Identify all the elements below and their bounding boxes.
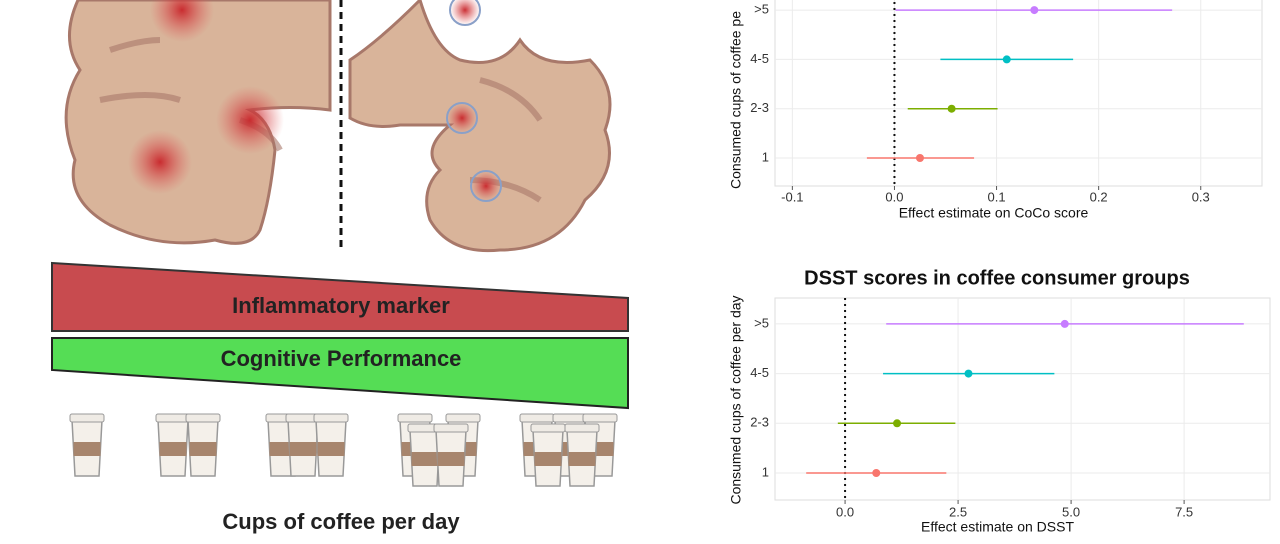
y-tick-label: >5: [754, 2, 769, 17]
cup-sleeve: [189, 442, 217, 456]
cup-lid: [519, 413, 555, 423]
cup-lid: [433, 423, 469, 433]
estimate-point: [872, 469, 881, 477]
cup-lid: [530, 423, 566, 433]
plot-panel: [774, 297, 1271, 501]
cup-sleeve: [289, 442, 317, 456]
estimate-point: [1002, 55, 1011, 64]
cup-lid: [552, 413, 588, 423]
y-tick-label: 1: [762, 149, 769, 164]
x-tick-label: 7.5: [1175, 504, 1193, 519]
estimate-point: [893, 419, 902, 428]
estimate-point: [947, 104, 956, 113]
coffee-cups: [69, 413, 618, 487]
estimate-point: [915, 154, 924, 162]
cognition-wedge: [51, 337, 629, 410]
cup-sleeve: [73, 442, 101, 456]
chart: 0.0 2.5 5.0 7.5 1 2-3 4-5 >5 Effect estimate on …: [728, 267, 1271, 535]
x-tick-label: 0.0: [885, 189, 903, 204]
estimate-point: [964, 369, 973, 378]
chart-title: DSST scores in coffee consumer groups: [804, 267, 1190, 289]
cup-sleeve: [437, 452, 465, 466]
x-tick-label: 0.3: [1192, 189, 1210, 204]
x-tick-label: 2.5: [949, 504, 967, 519]
y-tick-label: 4-5: [750, 365, 769, 380]
cup-sleeve: [534, 452, 562, 466]
cup-sleeve: [317, 442, 345, 456]
y-tick-label: 4-5: [750, 51, 769, 66]
x-axis-label: Effect estimate on CoCo score: [899, 205, 1089, 221]
y-tick-label: >5: [754, 315, 769, 330]
brain: [64, 0, 612, 253]
x-tick-label: -0.1: [781, 189, 803, 204]
chart: -0.1 0.0 0.1 0.2 0.3 1 2-3 4-5 >5 Effect estimate…: [728, 0, 1263, 221]
y-tick-label: 1: [762, 464, 769, 479]
cup-lid: [564, 423, 600, 433]
x-tick-label: 0.0: [836, 504, 854, 519]
y-axis-label: Consumed cups of coffee per day: [728, 295, 744, 504]
y-tick-label: 2-3: [750, 415, 769, 430]
inflammation-wedge: [51, 261, 629, 332]
x-tick-label: 5.0: [1062, 504, 1080, 519]
wedge-label: Cognitive Performance: [221, 346, 462, 371]
cup-lid: [397, 413, 433, 423]
y-axis-label: Consumed cups of coffee pe: [728, 11, 744, 189]
x-tick-label: 0.2: [1090, 189, 1108, 204]
cup-sleeve: [568, 452, 596, 466]
cup-lid: [185, 413, 221, 423]
cup-lid: [155, 413, 191, 423]
caption: Cups of coffee per day: [222, 509, 460, 534]
estimate-point: [1030, 6, 1039, 15]
plot-panel: [774, 0, 1263, 187]
x-tick-label: 0.1: [988, 189, 1006, 204]
cup-sleeve: [411, 452, 439, 466]
x-axis-label: Effect estimate on DSST: [921, 519, 1074, 535]
cup-lid: [313, 413, 349, 423]
wedge-label: Inflammatory marker: [232, 293, 450, 318]
cup-lid: [582, 413, 618, 423]
y-tick-label: 2-3: [750, 100, 769, 115]
cup-lid: [445, 413, 481, 423]
estimate-point: [1060, 319, 1069, 328]
cup-sleeve: [159, 442, 187, 456]
cup-lid: [69, 413, 105, 423]
